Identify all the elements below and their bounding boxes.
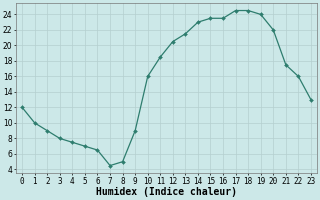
X-axis label: Humidex (Indice chaleur): Humidex (Indice chaleur) xyxy=(96,187,237,197)
